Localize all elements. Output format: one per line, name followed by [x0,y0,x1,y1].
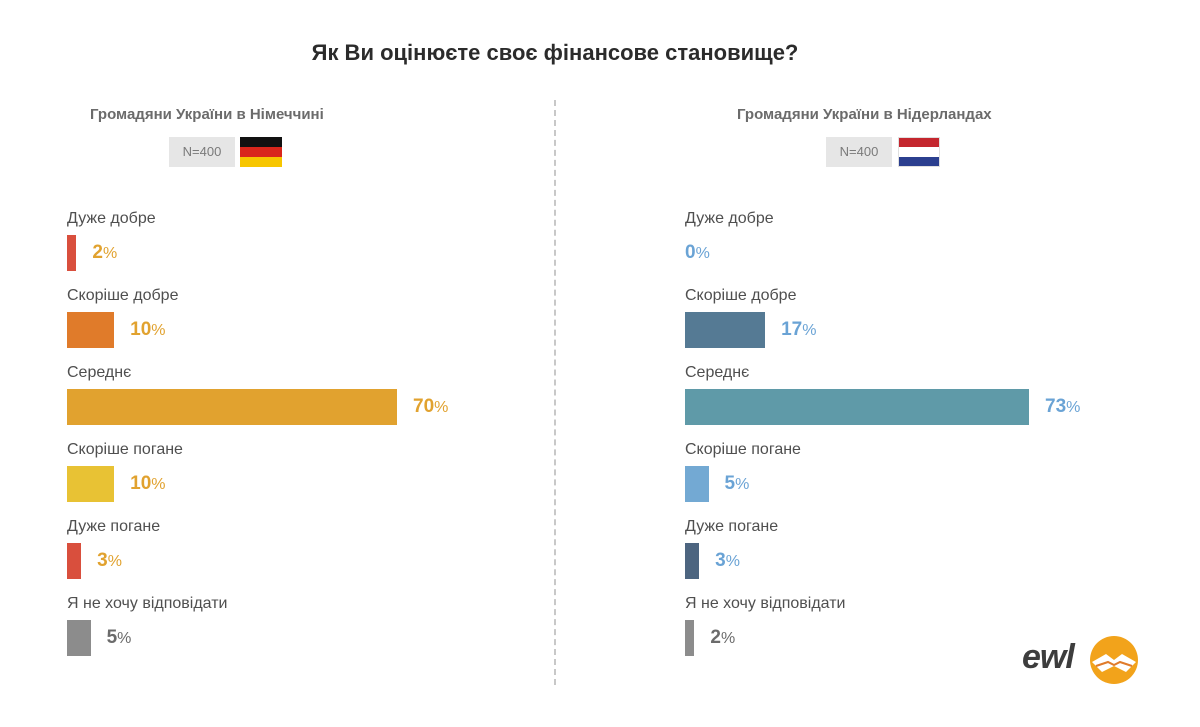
bar-value-label: 3% [715,543,740,580]
panel-title-netherlands: Громадяни України в Нідерландах [737,106,992,123]
bar-value: 5 [724,473,736,494]
percent-unit: % [735,476,750,493]
bar-value: 2 [710,627,721,648]
chart-title: Як Ви оцінюєте своє фінансове становище? [311,40,799,65]
bar [685,312,766,348]
bar [685,466,709,502]
category-label: Скоріше погане [67,441,183,458]
percent-unit: % [695,245,710,262]
bar-value-label: 2% [710,620,735,657]
percent-unit: % [1066,399,1081,416]
percent-unit: % [151,476,166,493]
bar-value-label: 3% [97,543,122,580]
bar [67,312,115,348]
category-label: Дуже погане [685,518,779,535]
percent-unit: % [434,399,449,416]
bar-value: 10 [130,319,152,340]
percent-unit: % [107,553,122,570]
bar [685,389,1029,425]
sample-size-netherlands: N=400 [826,137,892,167]
category-label: Я не хочу відповідати [67,595,228,612]
bar-value-label: 5% [725,466,750,503]
germany-flag-icon [240,137,282,167]
bar-value-label: 73% [1045,389,1080,426]
bar-value: 10 [130,473,152,494]
ewl-logo: ewl [1022,632,1147,692]
percent-unit: % [151,322,166,339]
category-label: Скоріше добре [67,287,179,304]
bar [67,543,82,579]
bar-value-label: 10% [130,312,165,349]
bar-value-label: 2% [92,235,117,272]
bar [67,389,397,425]
percent-unit: % [103,245,118,262]
bar-value-label: 5% [107,620,132,657]
bar-value-label: 70% [413,389,448,426]
bar [685,620,695,656]
logo-text: ewl [1022,638,1075,676]
bar-value-label: 17% [781,312,816,349]
bar-value: 5 [106,627,118,648]
handshake-sun-icon [1090,636,1138,684]
bar [67,235,77,271]
category-label: Дуже добре [67,210,156,227]
bar-value: 73 [1045,396,1067,417]
bar-value-label: 0% [685,235,710,272]
panel-divider [554,100,556,685]
bar-value: 3 [715,550,726,571]
bar [67,620,91,656]
bar-value: 3 [97,550,108,571]
category-label: Дуже погане [67,518,161,535]
bar-value: 70 [413,396,435,417]
category-label: Скоріше добре [685,287,797,304]
bar-value: 0 [685,242,696,263]
percent-unit: % [725,553,740,570]
bar [67,466,115,502]
bar-value: 2 [92,242,103,263]
category-label: Середнє [67,364,132,381]
netherlands-flag-icon [898,137,940,167]
category-label: Я не хочу відповідати [685,595,846,612]
category-label: Середнє [685,364,750,381]
sample-size-germany: N=400 [169,137,235,167]
bar-value: 17 [781,319,803,340]
category-label: Дуже добре [685,210,774,227]
panel-title-germany: Громадяни України в Німеччині [90,106,324,123]
percent-unit: % [802,322,817,339]
percent-unit: % [117,630,132,647]
category-label: Скоріше погане [685,441,801,458]
percent-unit: % [721,630,736,647]
bar [685,543,700,579]
bar-value-label: 10% [130,466,165,503]
